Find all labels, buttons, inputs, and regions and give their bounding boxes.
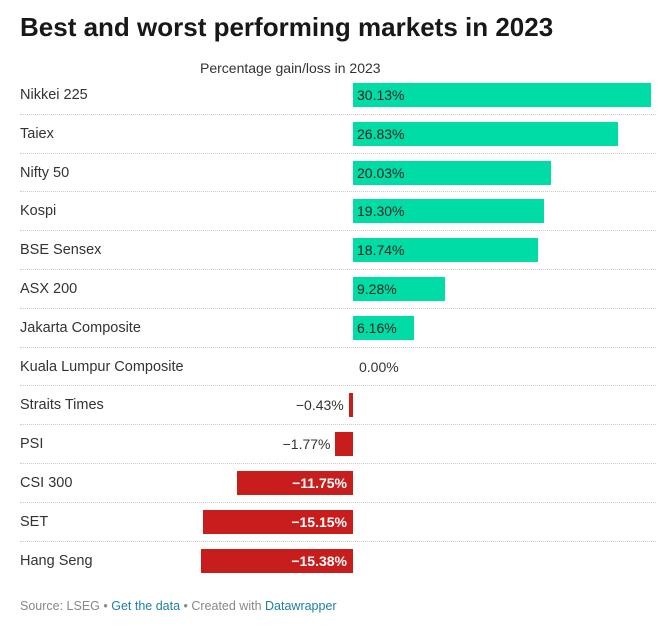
value-label: −0.43% [295, 397, 344, 414]
get-data-link[interactable]: Get the data [111, 599, 181, 613]
value-label: −11.75% [292, 474, 347, 491]
chart-title: Best and worst performing markets in 202… [20, 12, 554, 42]
bar-row: Kospi 19.30% [20, 192, 656, 232]
value-label: 26.83% [357, 125, 405, 142]
category-label: Jakarta Composite [20, 319, 141, 336]
category-label: BSE Sensex [20, 242, 102, 259]
category-label: Kuala Lumpur Composite [20, 358, 184, 375]
bar [236, 470, 353, 495]
bar [353, 83, 651, 107]
bar-row: BSE Sensex 18.74% [20, 231, 656, 270]
bar [353, 238, 539, 263]
bar-row: ASX 200 9.28% [20, 270, 656, 309]
category-label: Nikkei 225 [20, 87, 88, 103]
category-label: PSI [20, 436, 44, 453]
category-label: Taiex [20, 125, 54, 142]
chart-subtitle: Percentage gain/loss in 2023 [200, 60, 381, 76]
value-label: 19.30% [357, 203, 405, 220]
created-with-text: • Created with [180, 599, 266, 613]
value-label: 30.13% [357, 87, 405, 103]
bar-row: PSI −1.77% [20, 425, 656, 464]
bar [353, 315, 414, 340]
category-label: Nifty 50 [20, 164, 70, 181]
bar-row: Taiex 26.83% [20, 115, 656, 154]
value-label: −1.77% [282, 436, 331, 453]
bar-row: Nifty 50 20.03% [20, 154, 656, 193]
datawrapper-link[interactable]: Datawrapper [265, 599, 337, 613]
category-label: CSI 300 [20, 474, 73, 491]
bar-chart: Nikkei 225 30.13% Taiex 26.83% Nifty 50 20.03… [20, 76, 656, 580]
category-label: Hang Seng [20, 552, 93, 569]
value-label: 18.74% [357, 242, 405, 259]
bar [203, 509, 353, 534]
bar [335, 432, 353, 457]
bar [353, 199, 544, 224]
category-label: Kospi [20, 203, 57, 220]
footer: Source: LSEG • Get the data • Created wi… [20, 599, 337, 613]
bar-row: Hang Seng −15.38% [20, 542, 656, 581]
category-label: Straits Times [20, 397, 104, 414]
source-text: Source: LSEG [20, 599, 100, 613]
bar [348, 393, 353, 418]
bar-row: Kuala Lumpur Composite 0.00% [20, 348, 656, 387]
value-label: 6.16% [357, 319, 397, 336]
bar-row: Straits Times −0.43% [20, 386, 656, 426]
bar [353, 121, 619, 146]
bar [353, 276, 445, 301]
bar [353, 160, 552, 185]
value-label: −15.38% [291, 552, 347, 569]
separator: • [99, 599, 112, 613]
category-label: SET [20, 513, 49, 530]
value-label: 0.00% [359, 358, 399, 375]
bar-row: SET −15.15% [20, 503, 656, 542]
bar-row: CSI 300 −11.75% [20, 464, 656, 503]
bar-row: Nikkei 225 30.13% [20, 76, 656, 115]
bar [200, 548, 353, 573]
bar-row: Jakarta Composite 6.16% [20, 309, 656, 348]
value-label: −15.15% [291, 513, 347, 530]
value-label: 20.03% [357, 164, 405, 181]
category-label: ASX 200 [20, 280, 78, 297]
value-label: 9.28% [357, 280, 397, 297]
